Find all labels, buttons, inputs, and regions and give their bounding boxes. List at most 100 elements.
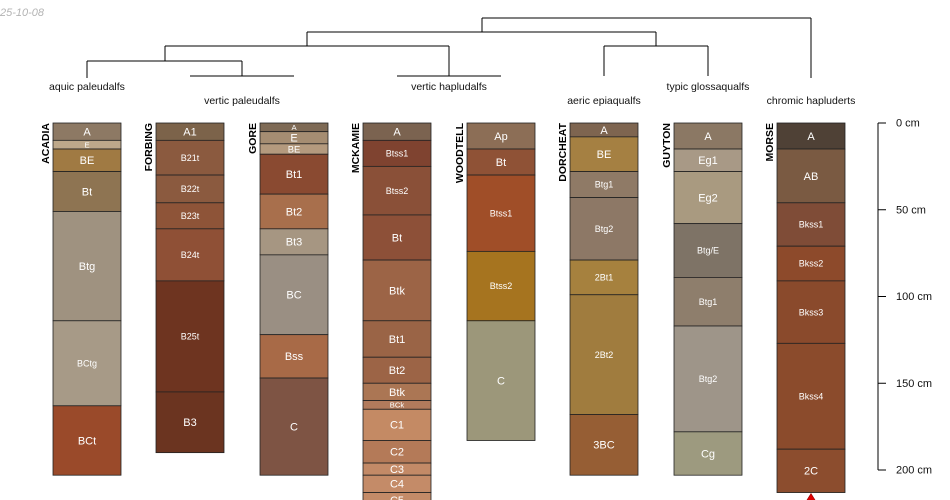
- horizon-label: A: [291, 123, 297, 132]
- horizon-block: [466, 174, 536, 252]
- horizon-label: 3BC: [593, 440, 614, 452]
- horizon-label: Bt: [82, 186, 92, 198]
- horizon-block: [155, 139, 225, 176]
- horizon-block: [155, 174, 225, 204]
- horizon-block: [466, 250, 536, 322]
- horizon-block: [776, 342, 846, 450]
- horizon-label: Btg2: [595, 224, 614, 234]
- date-stamp: 25-10-08: [0, 7, 45, 19]
- horizon-block: [466, 320, 536, 441]
- horizon-label: Btg2: [699, 374, 718, 384]
- horizon-label: B25t: [181, 332, 200, 342]
- horizon-block: [776, 245, 846, 282]
- horizon-label: B22t: [181, 184, 200, 194]
- horizon-label: Bss: [285, 351, 304, 363]
- horizon-label: E: [290, 133, 297, 145]
- horizon-label: Btss1: [386, 149, 409, 159]
- horizon-label: A: [704, 131, 712, 143]
- horizon-label: B24t: [181, 250, 200, 260]
- horizon-label: Btg: [79, 261, 96, 273]
- horizon-block: [466, 122, 536, 150]
- horizon-label: Btg1: [699, 297, 718, 307]
- horizon-block: [362, 320, 432, 358]
- horizon-label: Eg2: [698, 192, 718, 204]
- horizon-block: [155, 202, 225, 230]
- horizon-block: [569, 197, 639, 261]
- depth-axis-label: 200 cm: [896, 465, 932, 477]
- horizon-block: [673, 277, 743, 327]
- horizon-label: Ap: [494, 131, 507, 143]
- horizon-label: Bkss1: [799, 220, 824, 230]
- horizon-block: [362, 259, 432, 322]
- profile-name: DORCHEAT: [557, 122, 569, 181]
- horizon-block: [466, 148, 536, 176]
- horizon-block: [673, 431, 743, 476]
- horizon-label: 2C: [804, 466, 818, 478]
- horizon-label: Bt: [392, 232, 402, 244]
- horizon-block: [155, 391, 225, 454]
- horizon-block: [52, 211, 122, 322]
- horizon-label: C: [290, 421, 298, 433]
- profile-name: FORBING: [143, 123, 155, 171]
- horizon-label: Bkss2: [799, 259, 824, 269]
- horizon-label: Bt: [496, 157, 506, 169]
- horizon-label: A: [83, 127, 91, 139]
- horizon-label: Btk: [389, 285, 405, 297]
- horizon-block: [673, 223, 743, 278]
- horizon-block: [673, 171, 743, 225]
- horizon-block: [362, 165, 432, 216]
- depth-axis-label: 50 cm: [896, 204, 926, 216]
- profile-name: GORE: [247, 123, 259, 154]
- horizon-block: [259, 153, 329, 195]
- horizon-block: [259, 254, 329, 336]
- profile-name: MORSE: [764, 123, 776, 162]
- horizon-block: [776, 280, 846, 344]
- horizon-label: A1: [183, 127, 196, 139]
- taxon-group-label: aquic paleudalfs: [49, 81, 125, 93]
- horizon-block: [259, 377, 329, 476]
- taxon-group-label: aeric epiaqualfs: [567, 95, 641, 107]
- horizon-block: [776, 448, 846, 493]
- horizon-block: [155, 280, 225, 393]
- horizon-label: BE: [597, 149, 612, 161]
- horizon-block: [362, 356, 432, 384]
- horizon-label: Bt1: [286, 169, 303, 181]
- profile-name: ACADIA: [40, 123, 52, 164]
- horizon-label: BCtg: [77, 358, 97, 368]
- taxon-group-label: chromic hapluderts: [767, 95, 856, 107]
- horizon-label: E: [84, 140, 89, 149]
- horizon-label: A: [807, 131, 815, 143]
- horizon-label: BE: [288, 143, 301, 154]
- horizon-block: [362, 492, 432, 500]
- horizon-label: Btg/E: [697, 246, 719, 256]
- horizon-label: Bt2: [286, 206, 303, 218]
- horizon-label: C1: [390, 420, 404, 432]
- horizon-block: [776, 148, 846, 204]
- horizon-block: [362, 214, 432, 261]
- horizon-label: Btss2: [386, 186, 409, 196]
- depth-axis-label: 100 cm: [896, 291, 932, 303]
- horizon-label: Eg1: [698, 155, 718, 167]
- profile-name: MCKAMIE: [350, 123, 362, 173]
- horizon-label: B3: [183, 417, 196, 429]
- horizon-label: A: [600, 125, 608, 137]
- horizon-block: [259, 334, 329, 379]
- horizon-label: BCt: [78, 435, 96, 447]
- horizon-label: C5: [390, 495, 404, 500]
- truncation-marker-icon: [806, 492, 816, 500]
- depth-axis-label: 0 cm: [896, 118, 920, 130]
- horizon-label: AB: [804, 171, 819, 183]
- horizon-block: [259, 228, 329, 256]
- profile-name: WOODTELL: [454, 122, 466, 183]
- horizon-block: [776, 122, 846, 150]
- horizon-label: Bt2: [389, 365, 406, 377]
- horizon-label: Bkss3: [799, 307, 824, 317]
- horizon-block: [673, 325, 743, 433]
- horizon-label: C3: [390, 464, 404, 476]
- horizon-block: [259, 193, 329, 230]
- horizon-label: B21t: [181, 153, 200, 163]
- profile-name: GUYTON: [661, 123, 673, 168]
- horizon-label: C4: [390, 479, 404, 491]
